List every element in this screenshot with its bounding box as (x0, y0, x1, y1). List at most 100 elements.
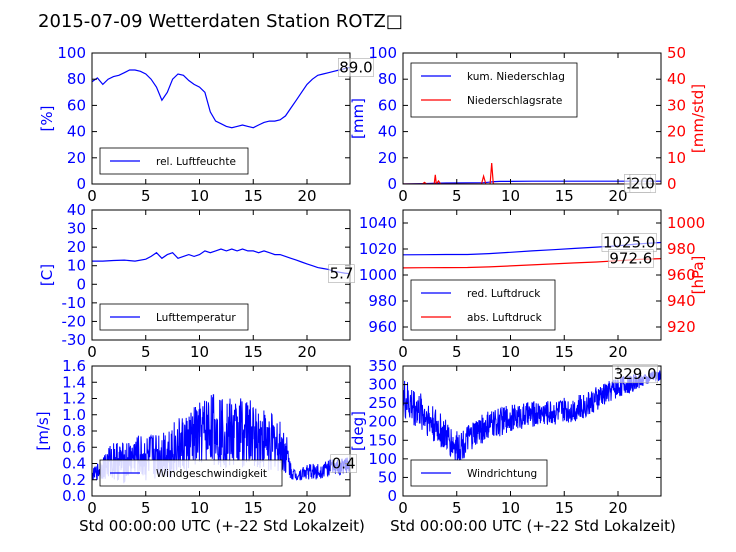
legend-entry: red. Luftdruck (467, 288, 541, 300)
axes-frame (402, 365, 662, 497)
y-tick-label: 350 (368, 357, 397, 375)
x-tick-label: 10 (190, 343, 209, 361)
y-tick-label: 1.2 (62, 390, 86, 408)
y-tick-label: 20 (378, 149, 397, 167)
x-tick-label: 5 (452, 343, 462, 361)
y-tick-label: 40 (67, 201, 86, 219)
y-tick-label: 80 (67, 70, 86, 88)
legend: Windgeschwindigkeit (99, 459, 283, 487)
y-tick-label: 60 (67, 96, 86, 114)
value-annotation: 972.6 (609, 250, 652, 268)
legend-entry: Niederschlagsrate (467, 95, 562, 107)
y-tick-label: 1.0 (62, 406, 86, 424)
x-tick-label: 0 (87, 343, 97, 361)
figure-title: 2015-07-09 Wetterdaten Station ROTZ□ (38, 11, 403, 32)
value-annotation: 0.4 (332, 455, 356, 473)
panel-winddir: 0 5 10 15 20050100150200250300350[deg]Windri… (349, 357, 662, 517)
y-tick-label: 100 (368, 450, 397, 468)
y-tick-label: 300 (368, 376, 397, 394)
panel-pressure: 0 5 10 15 20 960 980 1000 1020 1040 920 940 960 980 10… (359, 209, 707, 361)
x-tick-label: 15 (555, 499, 574, 517)
value-annotation: 2.0 (631, 174, 655, 192)
panel-temperature: 0 5 10 15 20-30-20-10010203040[C]Lufttempera… (38, 201, 355, 361)
x-tick-label: 10 (501, 187, 520, 205)
value-annotation: 1025.0 (603, 234, 656, 252)
x-axis-label-right: Std 00:00:00 UTC (+-22 Std Lokalzeit) (390, 517, 676, 535)
x-tick-label: 20 (297, 343, 316, 361)
y-tick-label: 40 (67, 123, 86, 141)
value-annotation: 329.0 (614, 365, 657, 383)
x-tick-label: 0 (398, 343, 408, 361)
y-tick-label: 150 (368, 431, 397, 449)
x-tick-label: 15 (555, 187, 574, 205)
value-annotation: 89.0 (339, 58, 372, 76)
y-tick-label-right: 920 (667, 318, 696, 336)
y-tick-label: 80 (378, 70, 397, 88)
y-tick-label: 50 (378, 468, 397, 486)
y-tick-label: 0 (76, 275, 86, 293)
y-tick-label-right: 40 (667, 70, 686, 88)
y-tick-label: 0 (76, 175, 86, 193)
x-tick-label: 20 (297, 499, 316, 517)
x-tick-label: 0 (87, 499, 97, 517)
legend-entry: Windrichtung (467, 468, 537, 480)
y-tick-label: 1020 (359, 240, 397, 258)
legend-entry: abs. Luftdruck (467, 312, 543, 324)
legend: Windrichtung (410, 459, 548, 487)
axes-frame (402, 52, 662, 185)
y-axis-label: [C] (38, 264, 56, 286)
series-line-winddir-0 (403, 370, 661, 461)
x-tick-label: 10 (190, 499, 209, 517)
x-tick-label: 0 (398, 499, 408, 517)
y-tick-label: 960 (368, 318, 397, 336)
y-tick-label: 1000 (359, 266, 397, 284)
y-axis-label: [%] (38, 106, 56, 132)
y-tick-label: 60 (378, 96, 397, 114)
x-tick-label: 10 (501, 499, 520, 517)
y-tick-label-right: 960 (667, 266, 696, 284)
y-tick-label: 30 (67, 220, 86, 238)
x-tick-label: 15 (244, 343, 263, 361)
x-tick-label: 0 (398, 187, 408, 205)
y-tick-label: 20 (67, 149, 86, 167)
y-tick-label: 100 (368, 44, 397, 62)
y-tick-label: 0.4 (62, 455, 86, 473)
panel-humidity: 0 5 10 15 20 0 20 40 60 80 100 [%] rel. Luftfeuchte 8… (38, 44, 374, 205)
series-line-precip-1 (403, 162, 661, 184)
y-tick-label: -10 (62, 294, 87, 312)
panel-precip: 0 5 10 15 20 0 20 40 60 80 100 0 10 20 30 40 50 [mm] [mm/s… (349, 44, 707, 205)
y-axis-label: [deg] (349, 411, 367, 451)
x-tick-label: 5 (452, 499, 462, 517)
x-tick-label: 0 (87, 187, 97, 205)
x-tick-label: 5 (141, 343, 151, 361)
y-axis-label-right: [hPa] (689, 256, 707, 295)
y-tick-label: 250 (368, 394, 397, 412)
y-tick-label-right: 940 (667, 292, 696, 310)
y-tick-label-right: 50 (667, 44, 686, 62)
y-tick-label-right: 20 (667, 123, 686, 141)
y-tick-label-right: 980 (667, 240, 696, 258)
legend-entry: kum. Niederschlag (467, 71, 565, 83)
y-axis-label: [mm] (349, 98, 367, 139)
y-tick-label: -30 (62, 331, 87, 349)
y-tick-label: 0.0 (62, 487, 86, 505)
y-tick-label: 200 (368, 413, 397, 431)
legend: rel. Luftfeuchte (99, 147, 249, 175)
series-line-temperature-0 (92, 248, 350, 275)
y-tick-label-right: 30 (667, 96, 686, 114)
value-annotation: 5.7 (330, 265, 354, 283)
x-tick-label: 5 (452, 187, 462, 205)
y-tick-label: 10 (67, 257, 86, 275)
x-tick-label: 10 (190, 187, 209, 205)
y-tick-label: 0.6 (62, 438, 86, 456)
x-tick-label: 15 (555, 343, 574, 361)
panel-windspeed: 0 5 10 15 200.00.20.40.60.81.01.21.41.6[m/s]… (34, 357, 357, 517)
legend-entry: rel. Luftfeuchte (156, 156, 236, 168)
series-line-precip-0 (403, 180, 661, 184)
x-tick-label: 20 (297, 187, 316, 205)
y-tick-label: 0.8 (62, 422, 86, 440)
legend: Lufttemperatur (99, 303, 249, 331)
y-tick-label-right: 1000 (667, 214, 705, 232)
y-tick-label: -20 (62, 312, 87, 330)
